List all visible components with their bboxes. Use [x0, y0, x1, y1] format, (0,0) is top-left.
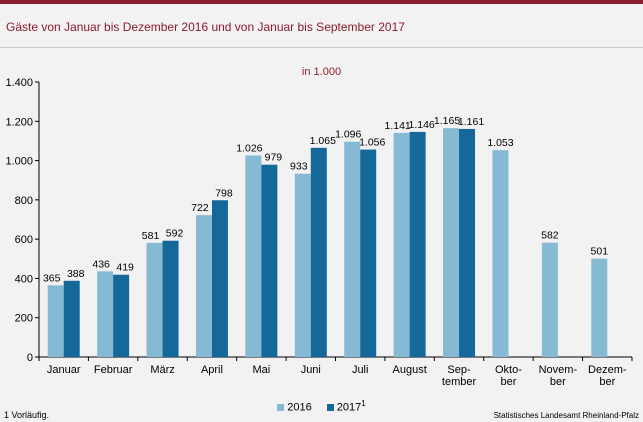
- bar-2017: [409, 131, 426, 357]
- x-tick-label: Juli: [352, 364, 369, 376]
- legend-swatch-2016: [277, 403, 285, 411]
- data-label-2017: 1.161: [458, 116, 484, 128]
- bar-2016: [443, 128, 460, 357]
- x-tick-label: Dezem-ber: [588, 364, 627, 388]
- x-tick-label: Mai: [253, 364, 271, 376]
- bar-2016: [492, 150, 509, 357]
- y-tick-label: 600: [15, 234, 33, 246]
- data-label-2017: 388: [67, 268, 85, 280]
- x-tick-label: Februar: [94, 364, 133, 376]
- data-label-2016: 501: [591, 246, 609, 258]
- bar-2016: [146, 242, 163, 357]
- data-label-2017: 592: [166, 228, 184, 240]
- bar-chart: 0 200 400 600 800 1.000 1.200 1.400 Januar Febru…: [5, 77, 633, 388]
- footnote: 1 Vorläufig.: [4, 410, 50, 420]
- x-tick-label: Sep-tember: [442, 364, 477, 388]
- bar-2016: [541, 242, 558, 357]
- data-label-2016: 581: [142, 230, 160, 242]
- data-label-2017: 419: [116, 262, 134, 274]
- chart-title: Gäste von Januar bis Dezember 2016 und v…: [6, 20, 405, 34]
- y-tick-label: 800: [15, 195, 33, 207]
- data-label-2017: 1.146: [408, 119, 434, 131]
- x-tick-label: Novem-ber: [539, 364, 578, 388]
- data-label-2016: 1.026: [236, 142, 262, 154]
- y-tick-label: 400: [15, 273, 33, 285]
- y-tick-label: 1.200: [5, 116, 33, 128]
- legend-label-2016: 2016: [287, 401, 312, 414]
- x-tick-label: April: [201, 364, 223, 376]
- x-axis: Januar Februar März April Mai Juni Juli August S…: [38, 356, 633, 388]
- title-divider: [0, 47, 643, 48]
- x-tick-label: Januar: [47, 364, 81, 376]
- data-label-2016: 722: [191, 202, 209, 214]
- y-tick-label: 1.000: [5, 156, 33, 168]
- bar-2017: [261, 164, 278, 357]
- bar-2017: [310, 147, 327, 357]
- bar-2017: [162, 240, 179, 357]
- legend-label-2017: 2017: [336, 401, 362, 414]
- data-label-2016: 436: [92, 258, 110, 270]
- data-label-2017: 1.056: [359, 137, 385, 149]
- x-tick-label: Okto-ber: [495, 364, 522, 388]
- bar-2016: [97, 271, 114, 357]
- bars: [47, 128, 608, 357]
- bar-2016: [195, 215, 212, 357]
- source-credit: Statistisches Landesamt Rheinland-Pfalz: [493, 411, 639, 420]
- data-label-2017: 1.065: [310, 135, 336, 147]
- data-label-2016: 933: [290, 161, 308, 173]
- legend-sup-2017: 1: [361, 399, 366, 408]
- legend-item-2016: 2016: [277, 399, 312, 414]
- data-label-2016: 1.165: [434, 115, 460, 127]
- y-axis: 0 200 400 600 800 1.000 1.200 1.400: [5, 77, 40, 364]
- data-label-2017: 798: [215, 187, 233, 199]
- data-label-2016: 1.096: [335, 129, 361, 141]
- bar-2016: [393, 132, 410, 357]
- x-tick-label: August: [393, 364, 427, 376]
- bar-2016: [245, 155, 262, 357]
- y-tick-label: 200: [15, 313, 33, 325]
- bar-2017: [459, 128, 476, 357]
- chart-panel: Gäste von Januar bis Dezember 2016 und v…: [0, 4, 643, 422]
- data-label-2016: 1.053: [487, 137, 513, 149]
- legend: 2016 20171: [0, 399, 643, 414]
- bar-2017: [63, 280, 80, 357]
- bar-2016: [344, 141, 361, 357]
- legend-swatch-2017: [326, 403, 334, 411]
- bar-2016: [294, 173, 311, 357]
- bar-2017: [211, 200, 228, 357]
- y-tick-label: 0: [27, 352, 33, 364]
- bar-2016: [47, 285, 64, 357]
- x-tick-label: März: [150, 364, 174, 376]
- data-label-2016: 582: [541, 230, 559, 242]
- y-tick-label: 1.400: [5, 77, 33, 89]
- unit-label: in 1.000: [301, 66, 342, 78]
- bar-2017: [360, 149, 377, 357]
- bar-2017: [113, 274, 130, 357]
- data-label-2017: 979: [265, 152, 283, 164]
- x-tick-label: Juni: [301, 364, 321, 376]
- top-accent-bar: [0, 0, 643, 4]
- legend-item-2017: 20171: [326, 399, 366, 414]
- data-label-2016: 365: [43, 272, 61, 284]
- data-label-2016: 1.141: [384, 120, 410, 132]
- bar-2016: [591, 258, 608, 357]
